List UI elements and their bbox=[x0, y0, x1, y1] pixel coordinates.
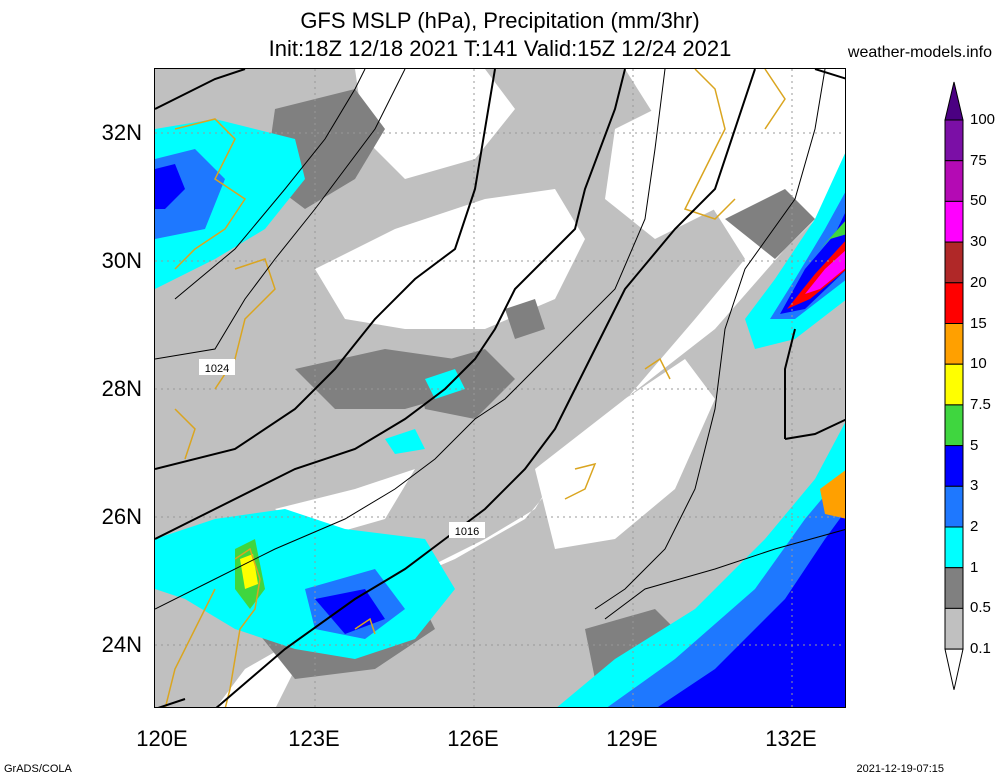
colorbar-label: 50 bbox=[970, 192, 987, 210]
site-credit: weather-models.info bbox=[847, 44, 992, 61]
colorbar-swatch bbox=[944, 648, 964, 690]
colorbar-swatch bbox=[944, 607, 964, 650]
colorbar-top-arrow bbox=[944, 81, 964, 121]
lat-label-24n: 24N bbox=[101, 632, 142, 657]
colorbar-swatch bbox=[944, 241, 964, 284]
coastlines bbox=[164, 69, 786, 707]
colorbar-label: 10 bbox=[970, 355, 987, 373]
isobar-label-1024: 1024 bbox=[205, 363, 229, 375]
map-title-line1: GFS MSLP (hPa), Precipitation (mm/3hr) bbox=[300, 8, 700, 33]
precip-heavy bbox=[155, 119, 845, 707]
colorbar-swatch bbox=[944, 160, 964, 202]
colorbar-label: 5 bbox=[970, 436, 979, 454]
colorbar-label: 100 bbox=[970, 111, 996, 128]
colorbar-label: 0.1 bbox=[970, 640, 991, 658]
lon-label-132e: 132E bbox=[765, 726, 817, 751]
colorbar-swatch bbox=[944, 363, 964, 406]
lon-label-120e: 120E bbox=[136, 726, 188, 751]
precip-colorbar bbox=[944, 81, 964, 690]
colorbar-swatch bbox=[944, 119, 964, 162]
lat-label-28n: 28N bbox=[101, 376, 142, 401]
colorbar-label: 75 bbox=[970, 151, 987, 169]
colorbar-swatch bbox=[944, 200, 964, 243]
colorbar-swatch bbox=[944, 323, 964, 365]
lat-label-26n: 26N bbox=[101, 504, 142, 529]
precipitation-map: 1024 1016 bbox=[154, 68, 846, 708]
colorbar-label: 1 bbox=[970, 558, 979, 576]
colorbar-swatch bbox=[944, 567, 964, 609]
colorbar-label: 7.5 bbox=[970, 395, 991, 413]
colorbar-label: 2 bbox=[970, 518, 979, 535]
colorbar-label: 20 bbox=[970, 273, 987, 291]
colorbar-swatch bbox=[944, 485, 964, 528]
colorbar-label: 30 bbox=[970, 233, 987, 251]
lat-label-30n: 30N bbox=[101, 248, 142, 273]
map-title-line2: Init:18Z 12/18 2021 T:141 Valid:15Z 12/2… bbox=[268, 36, 732, 61]
colorbar-label: 0.5 bbox=[970, 599, 991, 617]
isobars bbox=[155, 69, 845, 707]
lon-label-126e: 126E bbox=[447, 726, 499, 751]
colorbar-swatch bbox=[944, 282, 964, 325]
map-canvas: 1024 1016 bbox=[155, 69, 845, 707]
isobar-labels: 1024 1016 bbox=[199, 359, 485, 538]
colorbar-label: 15 bbox=[970, 314, 987, 332]
colorbar-swatch bbox=[944, 526, 964, 569]
lon-label-123e: 123E bbox=[288, 726, 340, 751]
colorbar-swatch bbox=[944, 404, 964, 447]
lat-label-32n: 32N bbox=[101, 120, 142, 145]
lon-label-129e: 129E bbox=[606, 726, 658, 751]
colorbar-swatch bbox=[944, 445, 964, 487]
grads-credit: GrADS/COLA bbox=[4, 763, 72, 775]
timestamp-credit: 2021-12-19-07:15 bbox=[856, 763, 944, 775]
colorbar-label: 3 bbox=[970, 477, 979, 495]
isobar-label-1016: 1016 bbox=[455, 526, 479, 538]
